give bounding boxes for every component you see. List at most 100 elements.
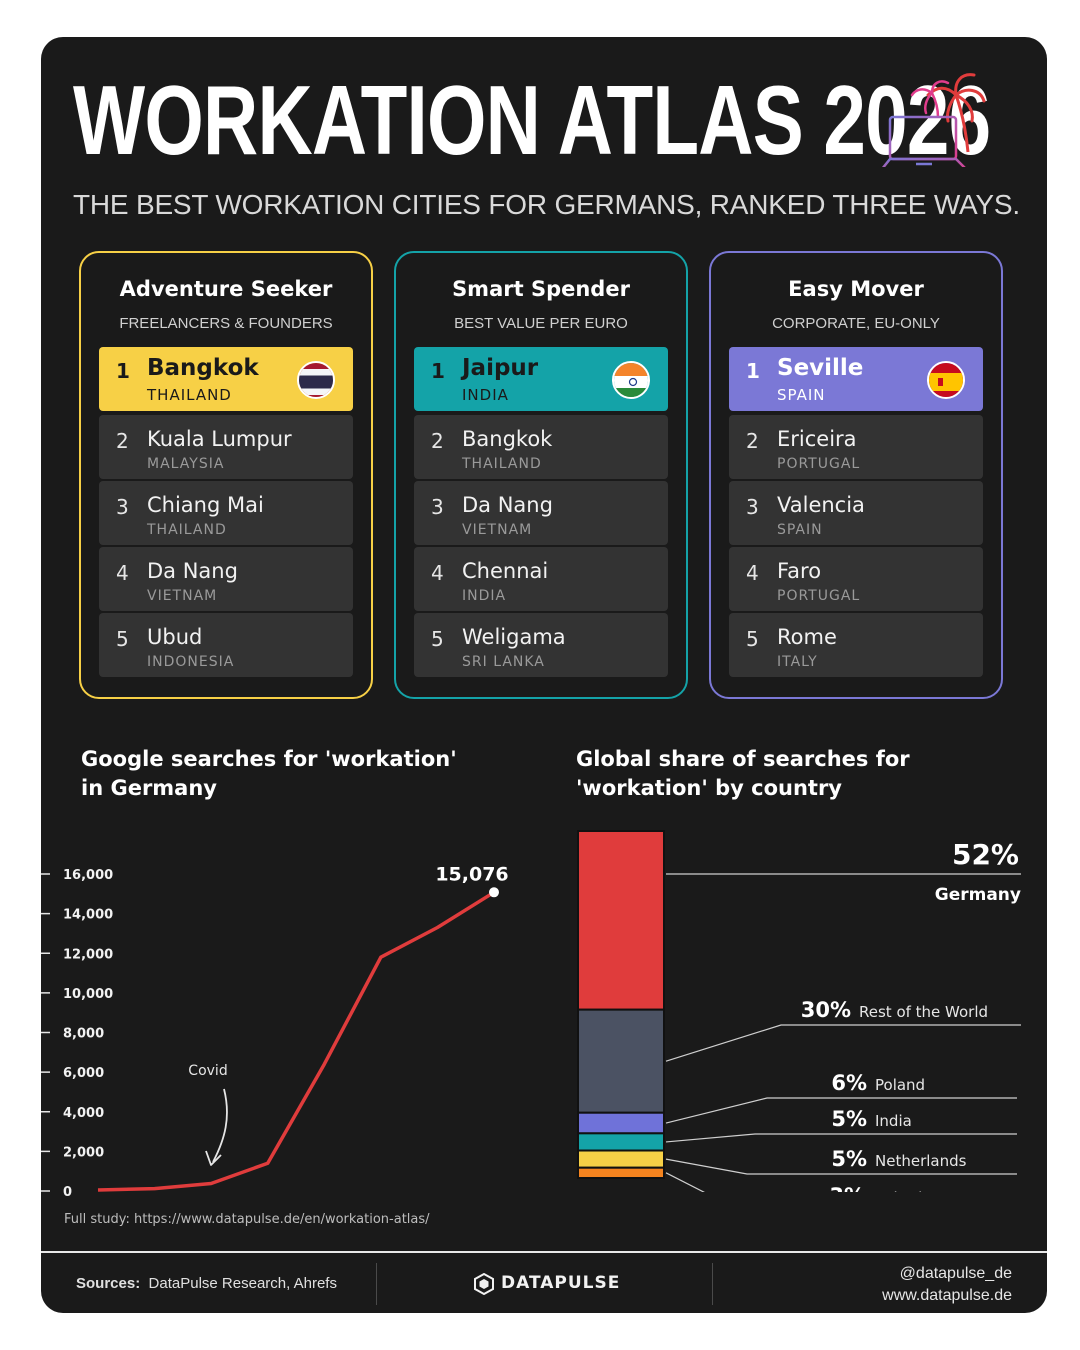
country-name: THAILAND xyxy=(147,386,232,404)
segment-label: Germany xyxy=(935,885,1021,905)
rank-row: 2 Ericeira PORTUGAL xyxy=(729,415,983,479)
city-name: Ubud xyxy=(147,625,203,649)
rank-number: 3 xyxy=(746,495,759,519)
rank-number: 1 xyxy=(431,359,445,383)
country-name: THAILAND xyxy=(462,456,542,472)
thailand-flag-icon xyxy=(297,361,335,399)
y-tick-label: 14,000 xyxy=(63,908,113,923)
country-name: VIETNAM xyxy=(462,522,533,538)
rank-number: 2 xyxy=(746,429,759,453)
sources-label: Sources: xyxy=(76,1275,141,1292)
bar-segment xyxy=(577,1149,665,1169)
panel-title: Adventure Seeker xyxy=(119,277,333,301)
page-title: WORKATION ATLAS 2026 xyxy=(73,65,991,175)
rank-row: 4 Da Nang VIETNAM xyxy=(99,547,353,611)
country-name: PORTUGAL xyxy=(777,456,861,472)
country-name: INDIA xyxy=(462,588,507,604)
stacked-bar-chart: 52% Germany 30% Rest of the World 6% Poland 5%… xyxy=(577,830,1021,1192)
panel-subtitle: CORPORATE, EU-ONLY xyxy=(772,315,940,332)
city-name: Valencia xyxy=(777,493,865,517)
rank-row: 5 Ubud INDONESIA xyxy=(99,613,353,677)
annotation-arrow xyxy=(212,1088,228,1163)
segment-label: Netherlands xyxy=(875,1152,967,1170)
rank-row: 2 Bangkok THAILAND xyxy=(414,415,668,479)
rank-number: 5 xyxy=(746,627,759,651)
city-name: Rome xyxy=(777,625,837,649)
rank-row: 4 Faro PORTUGAL xyxy=(729,547,983,611)
segment-value: 5% xyxy=(831,1147,867,1171)
rank-number: 4 xyxy=(116,561,129,585)
panel-title: Smart Spender xyxy=(452,277,630,301)
rank-number: 4 xyxy=(746,561,759,585)
line-chart-title: Google searches for 'workation' in Germa… xyxy=(81,747,457,800)
rank-number: 4 xyxy=(431,561,444,585)
stacked-bar-title: Global share of searches for 'workation'… xyxy=(576,747,910,800)
panel-title: Easy Mover xyxy=(788,277,924,301)
rank-number: 3 xyxy=(431,495,444,519)
segment-label: United States xyxy=(873,1189,975,1192)
rank-number: 2 xyxy=(116,429,129,453)
city-name: Jaipur xyxy=(462,355,539,381)
city-name: Seville xyxy=(777,355,864,381)
sources-text: Sources: DataPulse Research, Ahrefs xyxy=(76,1275,337,1292)
panel-subtitle: BEST VALUE PER EURO xyxy=(454,315,628,332)
laptop-palm-icon xyxy=(881,73,986,167)
segment-value: 5% xyxy=(831,1107,867,1131)
bar-segment xyxy=(577,1166,665,1179)
rank-row: 1 Seville SPAIN xyxy=(729,347,983,411)
country-name: VIETNAM xyxy=(147,588,218,604)
rank-number: 1 xyxy=(116,359,130,383)
segment-value: 3% xyxy=(829,1184,865,1192)
city-name: Kuala Lumpur xyxy=(147,427,292,451)
series-line xyxy=(97,890,495,1192)
country-name: PORTUGAL xyxy=(777,588,861,604)
leader-line xyxy=(665,1133,1017,1143)
rank-row: 3 Valencia SPAIN xyxy=(729,481,983,545)
y-tick-label: 8,000 xyxy=(63,1027,104,1042)
city-name: Chiang Mai xyxy=(147,493,264,517)
covid-annotation: Covid xyxy=(188,1063,227,1079)
ranking-panel: Adventure Seeker FREELANCERS & FOUNDERS 1 B… xyxy=(79,251,373,699)
footer-divider xyxy=(41,1251,1047,1253)
bar-segment xyxy=(577,1008,665,1114)
country-name: SPAIN xyxy=(777,522,823,538)
bar-outline xyxy=(577,830,665,1179)
footer-separator xyxy=(376,1263,377,1305)
rank-number: 5 xyxy=(431,627,444,651)
bar-segment xyxy=(577,1111,665,1135)
sources-value: DataPulse Research, Ahrefs xyxy=(148,1275,337,1292)
study-link[interactable]: Full study: https://www.datapulse.de/en/… xyxy=(64,1212,430,1227)
country-name: MALAYSIA xyxy=(147,456,225,472)
leader-line xyxy=(665,1158,1017,1175)
spain-flag-icon xyxy=(927,361,965,399)
footer-separator xyxy=(712,1263,713,1305)
y-tick-label: 10,000 xyxy=(63,987,113,1002)
ranking-panel: Smart Spender BEST VALUE PER EURO 1 Jaipur I… xyxy=(394,251,688,699)
rank-row: 1 Jaipur INDIA xyxy=(414,347,668,411)
infographic-card: WORKATION ATLAS 2026 THE BEST WORKATION … xyxy=(41,37,1047,1313)
rank-row: 1 Bangkok THAILAND xyxy=(99,347,353,411)
y-tick-label: 16,000 xyxy=(63,868,113,883)
brand-name: DATAPULSE xyxy=(501,1273,621,1293)
end-value-label: 15,076 xyxy=(435,863,508,885)
city-name: Chennai xyxy=(462,559,549,583)
country-name: SPAIN xyxy=(777,386,826,404)
data-point xyxy=(489,887,499,898)
website-link[interactable]: www.datapulse.de xyxy=(882,1287,1012,1304)
segment-label: India xyxy=(875,1112,912,1130)
segment-value: 52% xyxy=(952,838,1019,871)
rank-number: 1 xyxy=(746,359,760,383)
city-name: Faro xyxy=(777,559,822,583)
rank-row: 3 Da Nang VIETNAM xyxy=(414,481,668,545)
country-name: INDONESIA xyxy=(147,654,235,670)
social-handle[interactable]: @datapulse_de xyxy=(899,1265,1012,1282)
country-name: ITALY xyxy=(777,654,818,670)
country-name: SRI LANKA xyxy=(462,654,545,670)
rank-row: 3 Chiang Mai THAILAND xyxy=(99,481,353,545)
city-name: Bangkok xyxy=(462,427,553,451)
country-name: THAILAND xyxy=(147,522,227,538)
city-name: Weligama xyxy=(462,625,566,649)
city-name: Ericeira xyxy=(777,427,857,451)
segment-label: Rest of the World xyxy=(859,1003,988,1021)
line-chart: 0 2,000 4,000 6,000 8,000 10,000 12,000 14,000 1… xyxy=(41,863,509,1197)
